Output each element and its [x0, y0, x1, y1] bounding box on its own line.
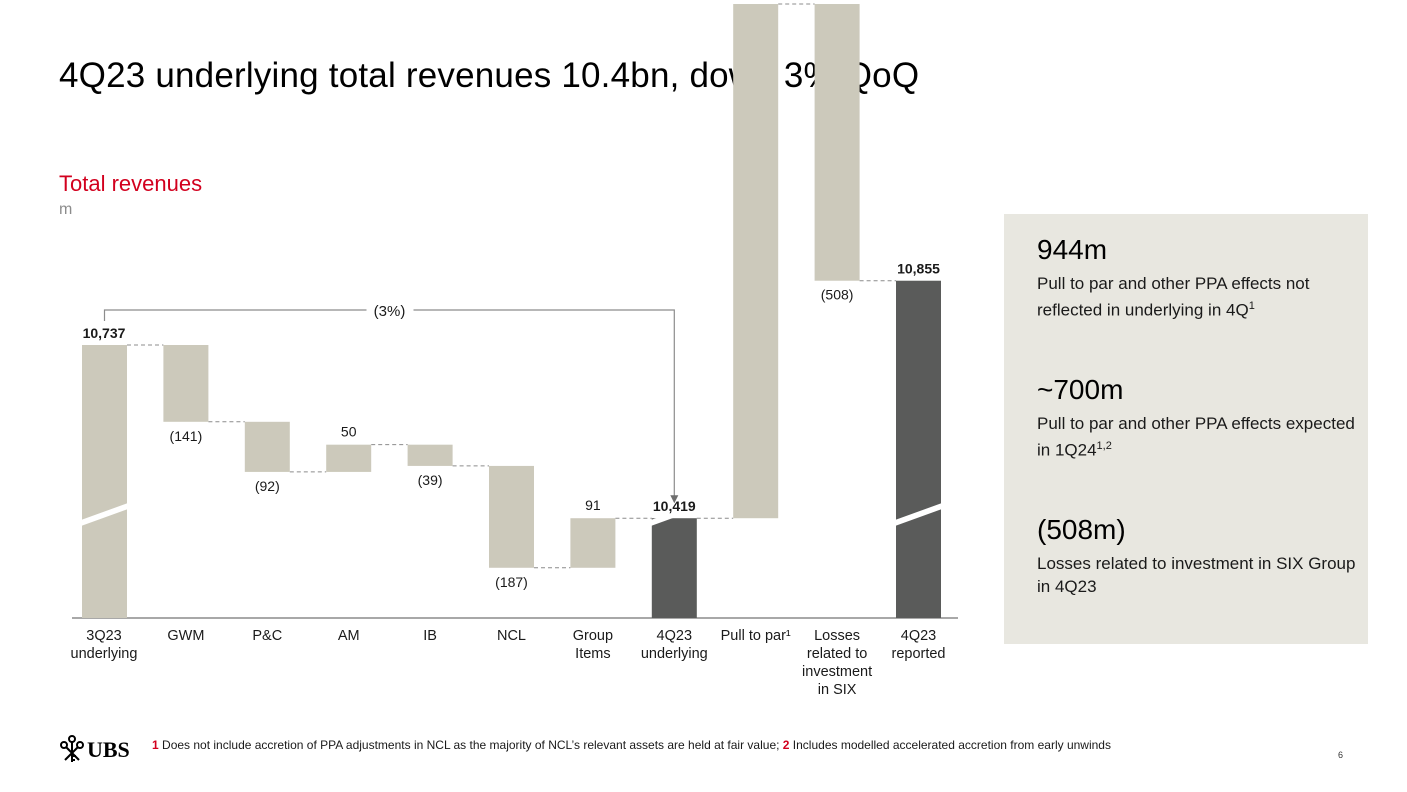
ubs-logo: UBS: [59, 734, 135, 766]
category-label: related to: [807, 646, 867, 662]
data-label: (39): [418, 472, 443, 488]
category-label: Losses: [814, 628, 860, 644]
footnote-2-text: Includes modelled accelerated accretion …: [789, 738, 1111, 752]
data-label: 10,419: [653, 498, 696, 514]
category-label: reported: [891, 646, 945, 662]
data-label: (187): [495, 574, 528, 590]
bar-9: [814, 4, 860, 281]
kpi-value: (508m): [1037, 514, 1126, 545]
bracket-arrowhead: [670, 495, 679, 504]
bar-1: [163, 345, 209, 422]
bar-4: [407, 444, 453, 466]
keys-icon: [60, 735, 84, 762]
data-label: 10,855: [897, 261, 940, 277]
kpi-description: Pull to par and other PPA effects not re…: [1037, 274, 1310, 320]
footnote-2-number: 2: [782, 738, 790, 752]
data-label: (92): [255, 478, 280, 494]
axis-break-mark: [81, 503, 128, 526]
category-label: underlying: [71, 646, 138, 662]
category-label: in SIX: [818, 682, 857, 698]
bar-8: [733, 4, 779, 519]
category-label: NCL: [497, 628, 526, 644]
category-label: 4Q23: [657, 628, 692, 644]
annotation-label: (3%): [374, 303, 406, 320]
kpi-description: Pull to par and other PPA effects expect…: [1037, 414, 1355, 460]
category-label: IB: [423, 628, 437, 644]
category-label: Items: [575, 646, 610, 662]
bracket-line-left: [103, 309, 367, 321]
category-label: investment: [802, 664, 872, 680]
axis-break-mark: [895, 503, 942, 526]
bracket-line-right: [413, 309, 675, 497]
bar-10: [896, 280, 941, 618]
bar-2: [244, 421, 290, 472]
kpi-panel: 944m Pull to par and other PPA effects n…: [1004, 214, 1368, 644]
category-label: 3Q23: [86, 628, 121, 644]
category-label: GWM: [167, 628, 204, 644]
kpi-six-losses: (508m) Losses related to investment in S…: [1037, 514, 1357, 598]
logo-wordmark: UBS: [87, 737, 130, 762]
footnote-1-number: 1: [152, 738, 159, 752]
category-label: AM: [338, 628, 360, 644]
data-label: 91: [585, 497, 601, 513]
category-label: Pull to par¹: [721, 628, 791, 644]
data-label: 10,737: [83, 325, 126, 341]
category-label: 4Q23: [901, 628, 936, 644]
bar-5: [489, 465, 534, 568]
kpi-expected-ppa: ~700m Pull to par and other PPA effects …: [1037, 374, 1357, 462]
bar-0: [82, 345, 127, 618]
data-label: (508): [821, 287, 854, 303]
axis-break-mark: [650, 503, 698, 526]
kpi-description: Losses related to investment in SIX Grou…: [1037, 554, 1356, 596]
chart-title: Total revenues: [59, 171, 203, 196]
bar-3: [326, 444, 372, 472]
waterfall-chart: 10,737 3Q23 underlying (141) GWM (92) P&C 50 AM (…: [71, 3, 958, 698]
page-number: 6: [1338, 750, 1344, 760]
kpi-value: ~700m: [1037, 374, 1124, 405]
category-label: P&C: [252, 628, 282, 644]
footnote-1-text: Does not include accretion of PPA adjust…: [158, 738, 783, 752]
kpi-pull-to-par: 944m Pull to par and other PPA effects n…: [1037, 234, 1357, 322]
kpi-value: 944m: [1037, 234, 1108, 265]
bar-7: [651, 518, 697, 618]
bar-6: [570, 518, 616, 568]
category-label: underlying: [641, 646, 708, 662]
data-label: (141): [170, 428, 203, 444]
chart-unit: m: [59, 201, 73, 218]
data-label: 50: [341, 424, 357, 440]
category-label: Group: [573, 628, 613, 644]
footnotes: 1 Does not include accretion of PPA adju…: [152, 738, 1111, 752]
